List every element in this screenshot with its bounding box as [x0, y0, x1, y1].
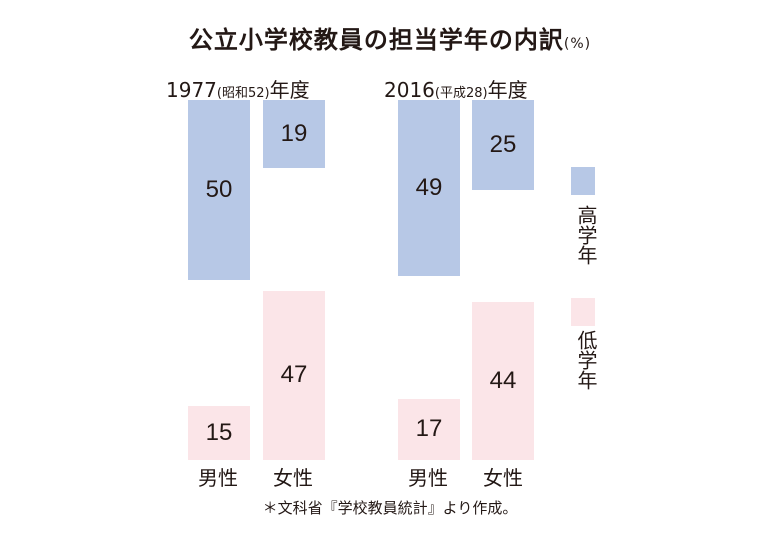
bar-2016-male-lower: 17 — [398, 398, 460, 460]
group-title-2016: 2016(平成28)年度 — [384, 78, 528, 102]
bar-1977-female-lower: 47 — [263, 290, 325, 460]
footnote: ＊文科省『学校教員統計』より作成。 — [262, 499, 518, 517]
legend-label-upper: 高学年 — [574, 205, 598, 265]
bar-1977-female-upper: 19 — [263, 100, 325, 169]
bar-2016-female-lower: 44 — [472, 301, 534, 460]
legend-label-lower: 低学年 — [574, 330, 598, 390]
legend-swatch-upper — [571, 167, 595, 195]
group-title-1977: 1977(昭和52)年度 — [166, 78, 310, 102]
bar-2016-female-upper: 25 — [472, 100, 534, 190]
x-label-1977-male: 男性 — [198, 466, 238, 490]
x-label-2016-female: 女性 — [483, 466, 523, 490]
bar-2016-male-upper: 49 — [398, 100, 460, 277]
chart-title: 公立小学校教員の担当学年の内訳(%) — [188, 26, 592, 54]
legend-swatch-lower — [571, 298, 595, 326]
x-label-2016-male: 男性 — [408, 466, 448, 490]
unit-label: (%) — [563, 36, 592, 52]
x-label-1977-female: 女性 — [273, 466, 313, 490]
bar-1977-male-upper: 50 — [188, 100, 250, 280]
bar-1977-male-lower: 15 — [188, 406, 250, 460]
